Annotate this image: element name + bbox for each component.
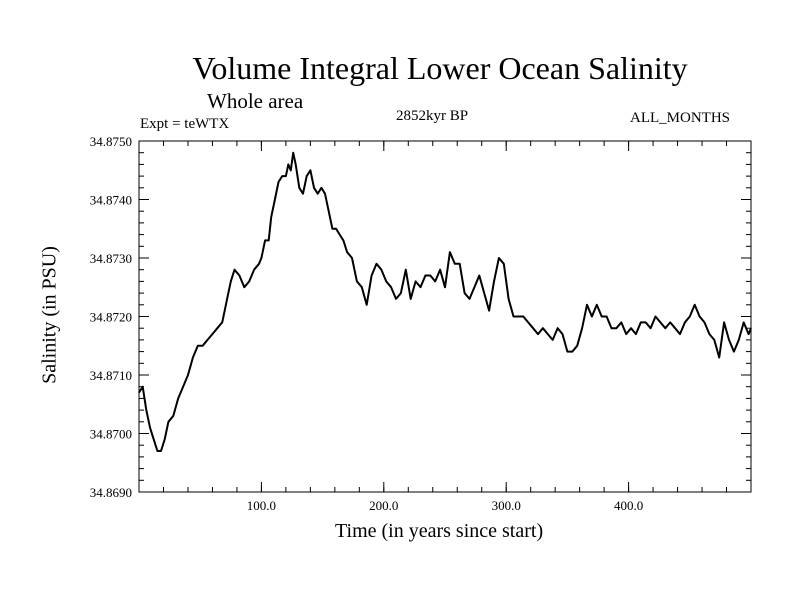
y-tick-label: 34.8730: [90, 251, 132, 266]
x-tick-label: 200.0: [369, 498, 398, 513]
y-tick-label: 34.8740: [90, 193, 132, 208]
x-tick-label: 400.0: [614, 498, 643, 513]
plot-frame: [138, 140, 752, 493]
y-tick-label: 34.8710: [90, 368, 132, 383]
chart-subtitle: Whole area: [207, 89, 304, 113]
y-tick-label: 34.8750: [90, 134, 132, 149]
months-label: ALL_MONTHS: [630, 110, 730, 126]
period-label: 2852kyr BP: [396, 108, 469, 124]
x-tick-label: 100.0: [247, 498, 276, 513]
x-axis-label: Time (in years since start): [335, 520, 544, 542]
x-tick-label: 300.0: [492, 498, 521, 513]
y-tick-label: 34.8690: [90, 485, 132, 500]
chart-title: Volume Integral Lower Ocean Salinity: [192, 50, 688, 86]
experiment-label: Expt = teWTX: [140, 116, 230, 132]
y-tick-label: 34.8700: [90, 427, 132, 442]
series-line-salinity: [138, 151, 752, 452]
y-tick-label: 34.8720: [90, 310, 132, 325]
